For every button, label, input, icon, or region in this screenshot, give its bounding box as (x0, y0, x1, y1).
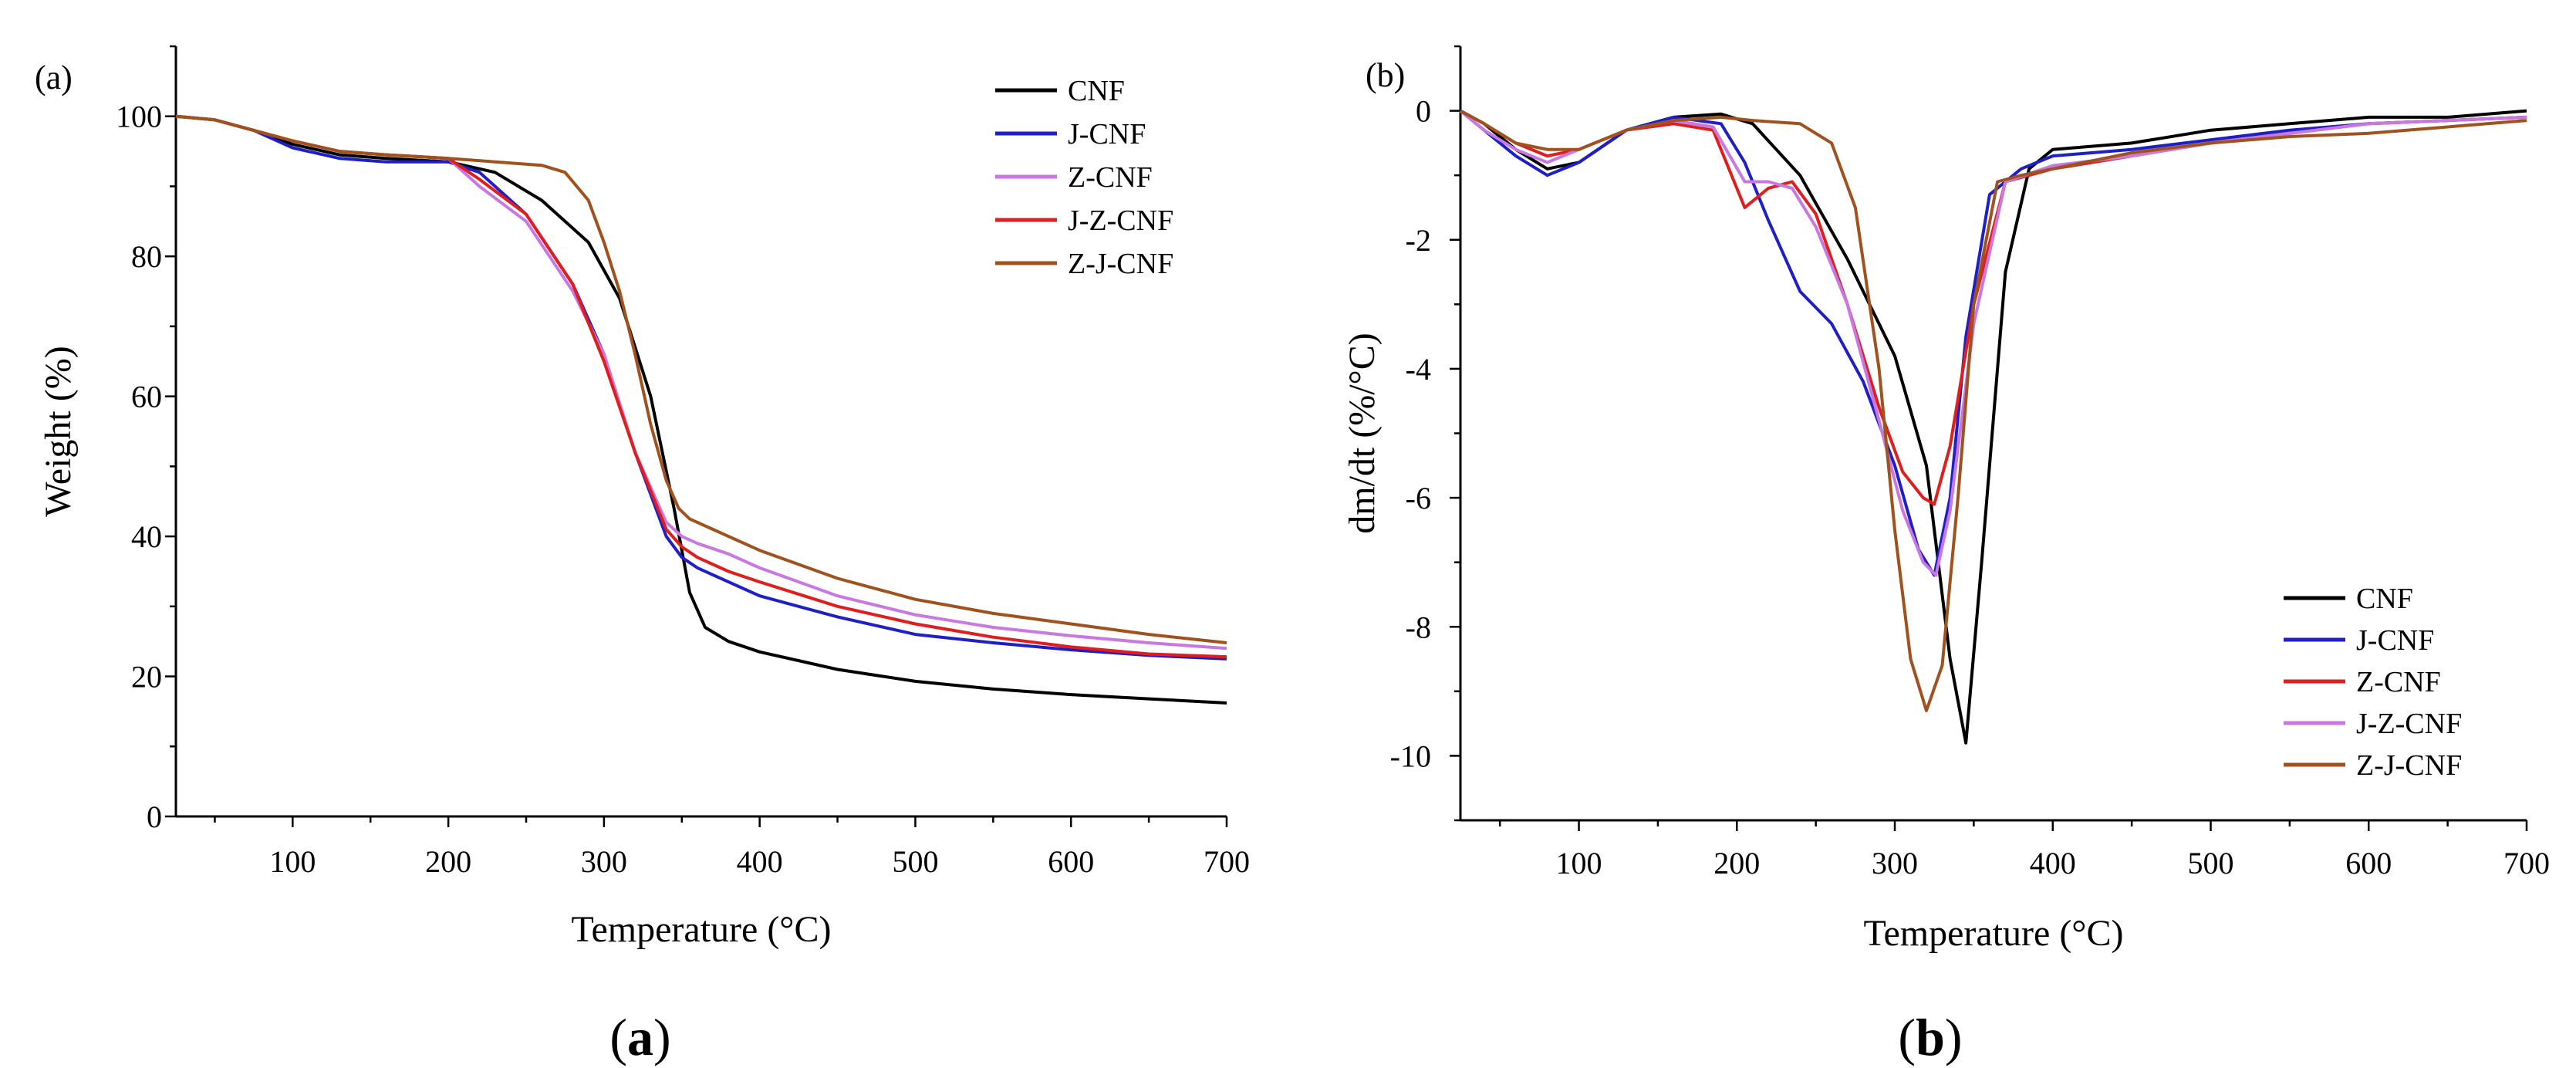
panel-caption-b: (b) (1898, 1008, 1963, 1066)
y-tick-label: -4 (1406, 352, 1431, 387)
y-axis-label: dm/dt (%/°C) (1342, 333, 1383, 534)
y-tick-label: -8 (1406, 610, 1431, 644)
panel-caption-a: (a) (609, 1008, 671, 1066)
x-tick-label: 300 (581, 844, 627, 879)
x-tick-label: 500 (2188, 846, 2234, 880)
legend-label: Z-CNF (1068, 161, 1153, 194)
series-line-j-cnf (1459, 110, 2527, 577)
series-line-z-cnf (1460, 109, 2527, 506)
x-tick-label: 200 (425, 844, 471, 879)
panel-label: (a) (35, 59, 73, 96)
y-axis-label: Weight (%) (38, 346, 79, 516)
legend: CNF J-CNF Z-CNF J-Z-CNF Z-J-CNF (995, 75, 1173, 280)
legend-label: J-Z-CNF (1068, 204, 1173, 237)
legend-label: Z-J-CNF (2356, 749, 2462, 782)
chart-b: 100 200 300 400 500 600 700 0 -2 -4 -6 -8 -10 Tempera… (1342, 45, 2550, 954)
x-tick-label: 100 (269, 844, 316, 879)
series-line-z-j-cnf (175, 114, 1227, 644)
y-tick-label: 0 (147, 799, 162, 834)
y-tick-label: 20 (131, 660, 162, 695)
y-tick-label: 40 (131, 519, 162, 554)
legend-label: J-CNF (1068, 118, 1146, 150)
x-tick-label: 300 (1872, 846, 1918, 880)
legend-label: J-CNF (2356, 624, 2434, 657)
y-tick-label: 0 (1416, 94, 1431, 129)
legend: CNF J-CNF Z-CNF J-Z-CNF Z-J-CNF (2284, 583, 2462, 782)
x-axis-label: Temperature (°C) (571, 909, 831, 950)
x-tick-label: 600 (1048, 844, 1094, 879)
x-tick-label: 700 (2503, 846, 2550, 880)
caption-b-letter: b (1916, 1008, 1945, 1066)
legend-label: CNF (2356, 583, 2413, 615)
y-tick-label: 60 (131, 380, 162, 414)
y-tick-label: -2 (1406, 223, 1431, 258)
y-tick-label: 80 (131, 239, 162, 274)
series-line-cnf (175, 114, 1227, 705)
chart-a: 100 200 300 400 500 600 700 0 20 40 60 80 100 Tempera… (35, 45, 1250, 950)
series-line-z-j-cnf (1460, 109, 2527, 712)
legend-label: Z-J-CNF (1068, 248, 1173, 280)
y-tick-label: 100 (116, 100, 162, 134)
x-axis-label: Temperature (°C) (1863, 913, 2123, 954)
panel-label: (b) (1366, 56, 1405, 94)
legend-label: Z-CNF (2356, 666, 2441, 698)
caption-a-letter: a (627, 1008, 653, 1066)
series-line-j-z-cnf (1459, 110, 2527, 577)
x-tick-label: 700 (1204, 844, 1250, 879)
y-tick-label: -10 (1390, 738, 1431, 773)
x-tick-label: 500 (892, 844, 938, 879)
legend-label: CNF (1068, 75, 1125, 107)
x-tick-label: 200 (1713, 846, 1760, 880)
legend-label: J-Z-CNF (2356, 708, 2462, 740)
y-tick-label: -6 (1406, 481, 1431, 515)
x-tick-label: 100 (1556, 846, 1602, 880)
x-tick-label: 600 (2345, 846, 2392, 880)
x-tick-label: 400 (2030, 846, 2076, 880)
x-tick-label: 400 (737, 844, 783, 879)
series-line-j-cnf (175, 114, 1227, 661)
series-line-j-z-cnf (175, 114, 1227, 659)
